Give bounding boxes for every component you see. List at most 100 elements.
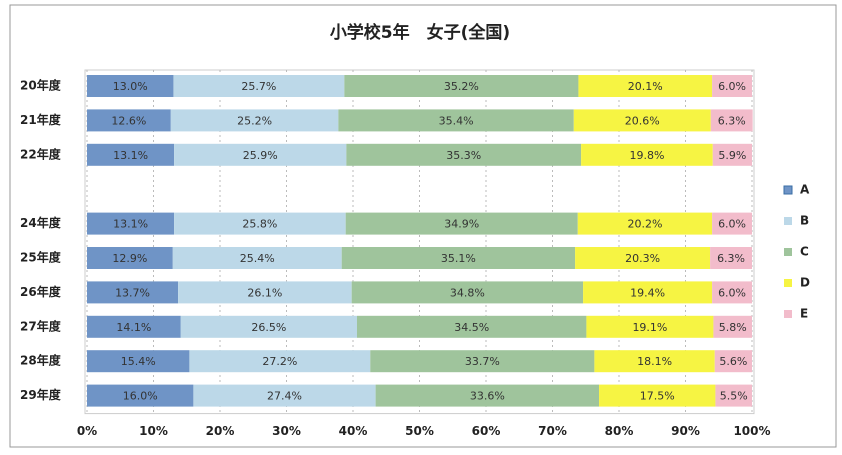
bar-segment xyxy=(710,247,752,269)
data-label: 25.8% xyxy=(242,218,277,231)
y-tick-label: 26年度 xyxy=(20,284,62,299)
y-tick-label: 24年度 xyxy=(20,215,62,230)
data-label: 27.4% xyxy=(267,390,302,403)
bar-segment xyxy=(178,281,352,304)
legend-swatch xyxy=(783,185,793,195)
bar-segment xyxy=(578,75,713,97)
bar-segment xyxy=(581,143,713,166)
data-label: 25.9% xyxy=(243,149,278,162)
x-tick-label: 90% xyxy=(671,424,700,438)
legend-swatch xyxy=(784,248,792,256)
legend-swatch xyxy=(784,279,792,287)
y-tick-label: 20年度 xyxy=(20,78,62,93)
data-label: 35.2% xyxy=(444,80,479,93)
bar-segment xyxy=(87,247,173,269)
x-tick-label: 100% xyxy=(733,424,770,438)
x-tick-label: 10% xyxy=(139,424,168,438)
bar-segment xyxy=(341,247,576,269)
data-label: 13.1% xyxy=(113,218,148,231)
x-tick-label: 30% xyxy=(272,424,301,438)
x-tick-label: 60% xyxy=(472,424,501,438)
bar-segment xyxy=(583,281,713,304)
bar-segment xyxy=(87,212,175,235)
bar-segment xyxy=(87,109,171,132)
bar-segment xyxy=(344,75,579,97)
bar-segment xyxy=(345,212,578,235)
bar-segment xyxy=(87,350,190,373)
data-label: 13.0% xyxy=(113,80,148,93)
y-tick-label: 29年度 xyxy=(20,387,62,402)
data-label: 20.6% xyxy=(625,114,660,127)
data-label: 12.9% xyxy=(112,252,147,265)
bar-segment xyxy=(712,212,752,235)
bar-segment xyxy=(193,384,376,407)
data-label: 19.1% xyxy=(632,321,667,334)
data-label: 5.8% xyxy=(719,321,747,334)
data-label: 34.8% xyxy=(450,286,485,299)
data-label: 15.4% xyxy=(121,355,156,368)
data-label: 6.3% xyxy=(718,114,746,127)
legend-swatch xyxy=(784,310,792,318)
bar-segment xyxy=(170,109,339,132)
legend-label: A xyxy=(800,183,810,197)
legend-label: E xyxy=(800,307,808,321)
bar-segment xyxy=(173,75,345,97)
bar-segment xyxy=(356,315,587,338)
data-label: 13.1% xyxy=(113,149,148,162)
data-label: 25.7% xyxy=(241,80,276,93)
x-tick-label: 20% xyxy=(206,424,235,438)
y-tick-label: 28年度 xyxy=(20,353,62,368)
data-label: 13.7% xyxy=(115,286,150,299)
bar-segment xyxy=(174,212,346,235)
data-label: 6.0% xyxy=(718,218,746,231)
bar-segment xyxy=(346,143,582,166)
data-label: 20.3% xyxy=(625,252,660,265)
bar-segment xyxy=(713,315,752,338)
y-tick-label: 27年度 xyxy=(20,318,62,333)
legend-label: D xyxy=(800,276,810,290)
y-tick-label: 22年度 xyxy=(20,146,62,161)
bar-segment xyxy=(575,247,711,269)
bar-segment xyxy=(599,384,716,407)
data-label: 19.4% xyxy=(630,286,665,299)
bar-segment xyxy=(712,75,752,97)
data-label: 33.7% xyxy=(465,355,500,368)
data-label: 16.0% xyxy=(123,390,158,403)
bar-segment xyxy=(87,384,194,407)
bar-segment xyxy=(375,384,600,407)
data-label: 26.5% xyxy=(251,321,286,334)
bar-segment xyxy=(577,212,713,235)
data-label: 26.1% xyxy=(247,286,282,299)
data-label: 33.6% xyxy=(470,390,505,403)
data-label: 25.4% xyxy=(240,252,275,265)
data-label: 6.0% xyxy=(718,80,746,93)
data-label: 14.1% xyxy=(116,321,151,334)
bar-segment xyxy=(351,281,584,304)
chart-frame xyxy=(9,4,837,448)
bar-segment xyxy=(573,109,711,132)
bar-segment xyxy=(370,350,595,373)
data-label: 20.1% xyxy=(628,80,663,93)
y-tick-label: 21年度 xyxy=(20,112,62,127)
y-tick-label: 25年度 xyxy=(20,250,62,265)
legend-label: C xyxy=(800,245,809,259)
data-label: 34.5% xyxy=(454,321,489,334)
bar-segment xyxy=(594,350,715,373)
data-label: 19.8% xyxy=(629,149,664,162)
data-label: 6.3% xyxy=(717,252,745,265)
x-tick-label: 50% xyxy=(405,424,434,438)
bar-segment xyxy=(87,143,175,166)
x-tick-label: 0% xyxy=(77,424,97,438)
x-tick-label: 70% xyxy=(538,424,567,438)
data-label: 5.5% xyxy=(720,390,748,403)
data-label: 27.2% xyxy=(262,355,297,368)
bar-segment xyxy=(338,109,574,132)
bar-segment xyxy=(714,350,752,373)
bar-segment xyxy=(87,315,181,338)
chart-title: 小学校5年 女子(全国) xyxy=(330,22,510,43)
bar-segment xyxy=(712,281,752,304)
bar-segment xyxy=(172,247,342,269)
data-label: 12.6% xyxy=(111,114,146,127)
x-tick-label: 80% xyxy=(605,424,634,438)
